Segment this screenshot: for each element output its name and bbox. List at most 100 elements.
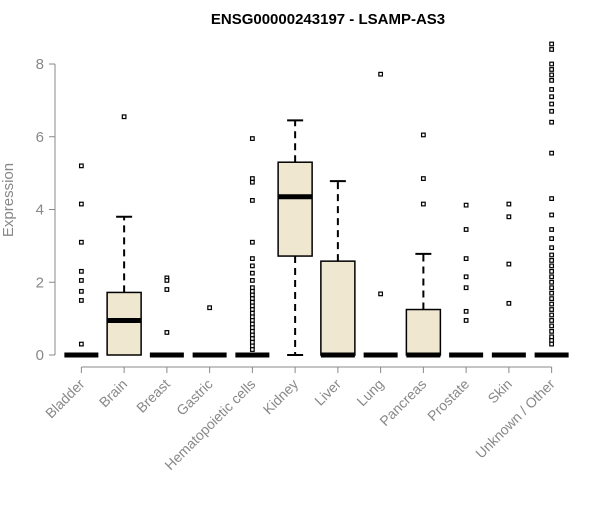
x-tick-label: Liver	[311, 376, 344, 409]
outlier-point	[249, 256, 255, 262]
box-lung	[363, 71, 398, 358]
x-tick-label: Unknown / Other	[472, 376, 558, 462]
outlier-point	[549, 108, 555, 114]
outlier-point	[249, 347, 255, 352]
x-tick-label: Gastric	[173, 376, 216, 419]
outlier-point	[549, 236, 555, 242]
outlier-point	[463, 227, 469, 232]
x-tick-label: Bladder	[42, 376, 88, 422]
outlier-point	[549, 290, 555, 296]
outlier-point	[249, 179, 255, 185]
y-axis: 0 2 4 6 8	[36, 56, 56, 364]
box-gastric	[192, 305, 227, 358]
chart-title: ENSG00000243197 - LSAMP-AS3	[211, 11, 445, 28]
x-tick-label: Brain	[96, 376, 130, 410]
outlier-point	[506, 214, 512, 220]
outlier-point	[549, 296, 555, 302]
boxes-group	[64, 41, 569, 358]
outlier-point	[164, 278, 170, 283]
outlier-point	[378, 291, 384, 297]
y-tick-label: 8	[36, 56, 44, 73]
outlier-point	[549, 47, 555, 52]
outlier-point	[420, 132, 426, 138]
box-unknown-other	[534, 41, 569, 358]
x-tick-label: Pancreas	[376, 376, 429, 429]
outlier-point	[549, 212, 555, 218]
x-tick-label: Breast	[133, 376, 173, 416]
outlier-point	[78, 268, 84, 274]
outlier-point	[549, 94, 555, 100]
box-brain	[106, 114, 142, 356]
box-body	[405, 308, 442, 356]
outlier-point	[549, 312, 555, 318]
outlier-point	[78, 278, 84, 283]
outlier-point	[249, 278, 255, 283]
outlier-point	[549, 119, 555, 125]
outlier-point	[164, 287, 170, 292]
outlier-point	[378, 71, 384, 77]
box-liver	[320, 180, 356, 358]
y-tick-label: 0	[36, 347, 44, 364]
outlier-point	[420, 176, 426, 181]
outlier-point	[549, 150, 555, 156]
outlier-point	[78, 163, 84, 169]
box-bladder	[64, 163, 99, 358]
outlier-point	[549, 227, 555, 232]
outlier-point	[549, 101, 555, 107]
outlier-point	[463, 256, 469, 262]
y-tick-label: 2	[36, 274, 44, 291]
outlier-point	[78, 201, 84, 207]
box-body	[277, 161, 313, 257]
box-prostate	[449, 202, 484, 358]
outlier-point	[78, 239, 84, 245]
outlier-point	[249, 263, 255, 269]
outlier-point	[78, 288, 84, 294]
outlier-point	[506, 261, 512, 267]
outlier-point	[463, 285, 469, 291]
outlier-point	[549, 285, 555, 291]
outlier-point	[549, 252, 555, 258]
outlier-point	[549, 323, 555, 329]
outlier-point	[207, 305, 213, 311]
outlier-point	[121, 114, 127, 120]
outlier-point	[549, 77, 555, 83]
outlier-point	[249, 270, 255, 276]
box-body	[320, 260, 356, 356]
outlier-point	[549, 301, 555, 307]
outlier-point	[549, 318, 555, 323]
outlier-point	[249, 198, 255, 203]
y-axis-label: Expression	[0, 163, 17, 237]
outlier-point	[506, 300, 512, 306]
outlier-point	[463, 202, 469, 208]
outlier-point	[549, 274, 555, 280]
outlier-point	[549, 196, 555, 201]
outlier-point	[463, 318, 469, 323]
outlier-point	[549, 328, 555, 334]
box-breast	[149, 275, 184, 358]
outlier-point	[549, 61, 555, 67]
box-body	[106, 291, 142, 356]
outlier-point	[549, 279, 555, 285]
outlier-point	[78, 341, 84, 347]
x-tick-label: Prostate	[424, 376, 472, 424]
outlier-point	[463, 274, 469, 280]
y-tick-label: 4	[36, 202, 44, 219]
box-skin	[491, 201, 526, 358]
x-tick-label: Kidney	[260, 376, 302, 418]
outlier-point	[463, 308, 469, 314]
y-tick-label: 6	[36, 129, 44, 146]
outlier-point	[549, 307, 555, 312]
outlier-point	[506, 201, 512, 207]
outlier-point	[78, 298, 84, 303]
outlier-point	[164, 330, 170, 335]
outlier-point	[549, 245, 555, 251]
outlier-point	[549, 41, 555, 47]
box-kidney	[277, 119, 313, 356]
outlier-point	[549, 258, 555, 263]
outlier-point	[549, 67, 555, 72]
outlier-point	[549, 72, 555, 78]
x-tick-label: Skin	[484, 376, 515, 407]
